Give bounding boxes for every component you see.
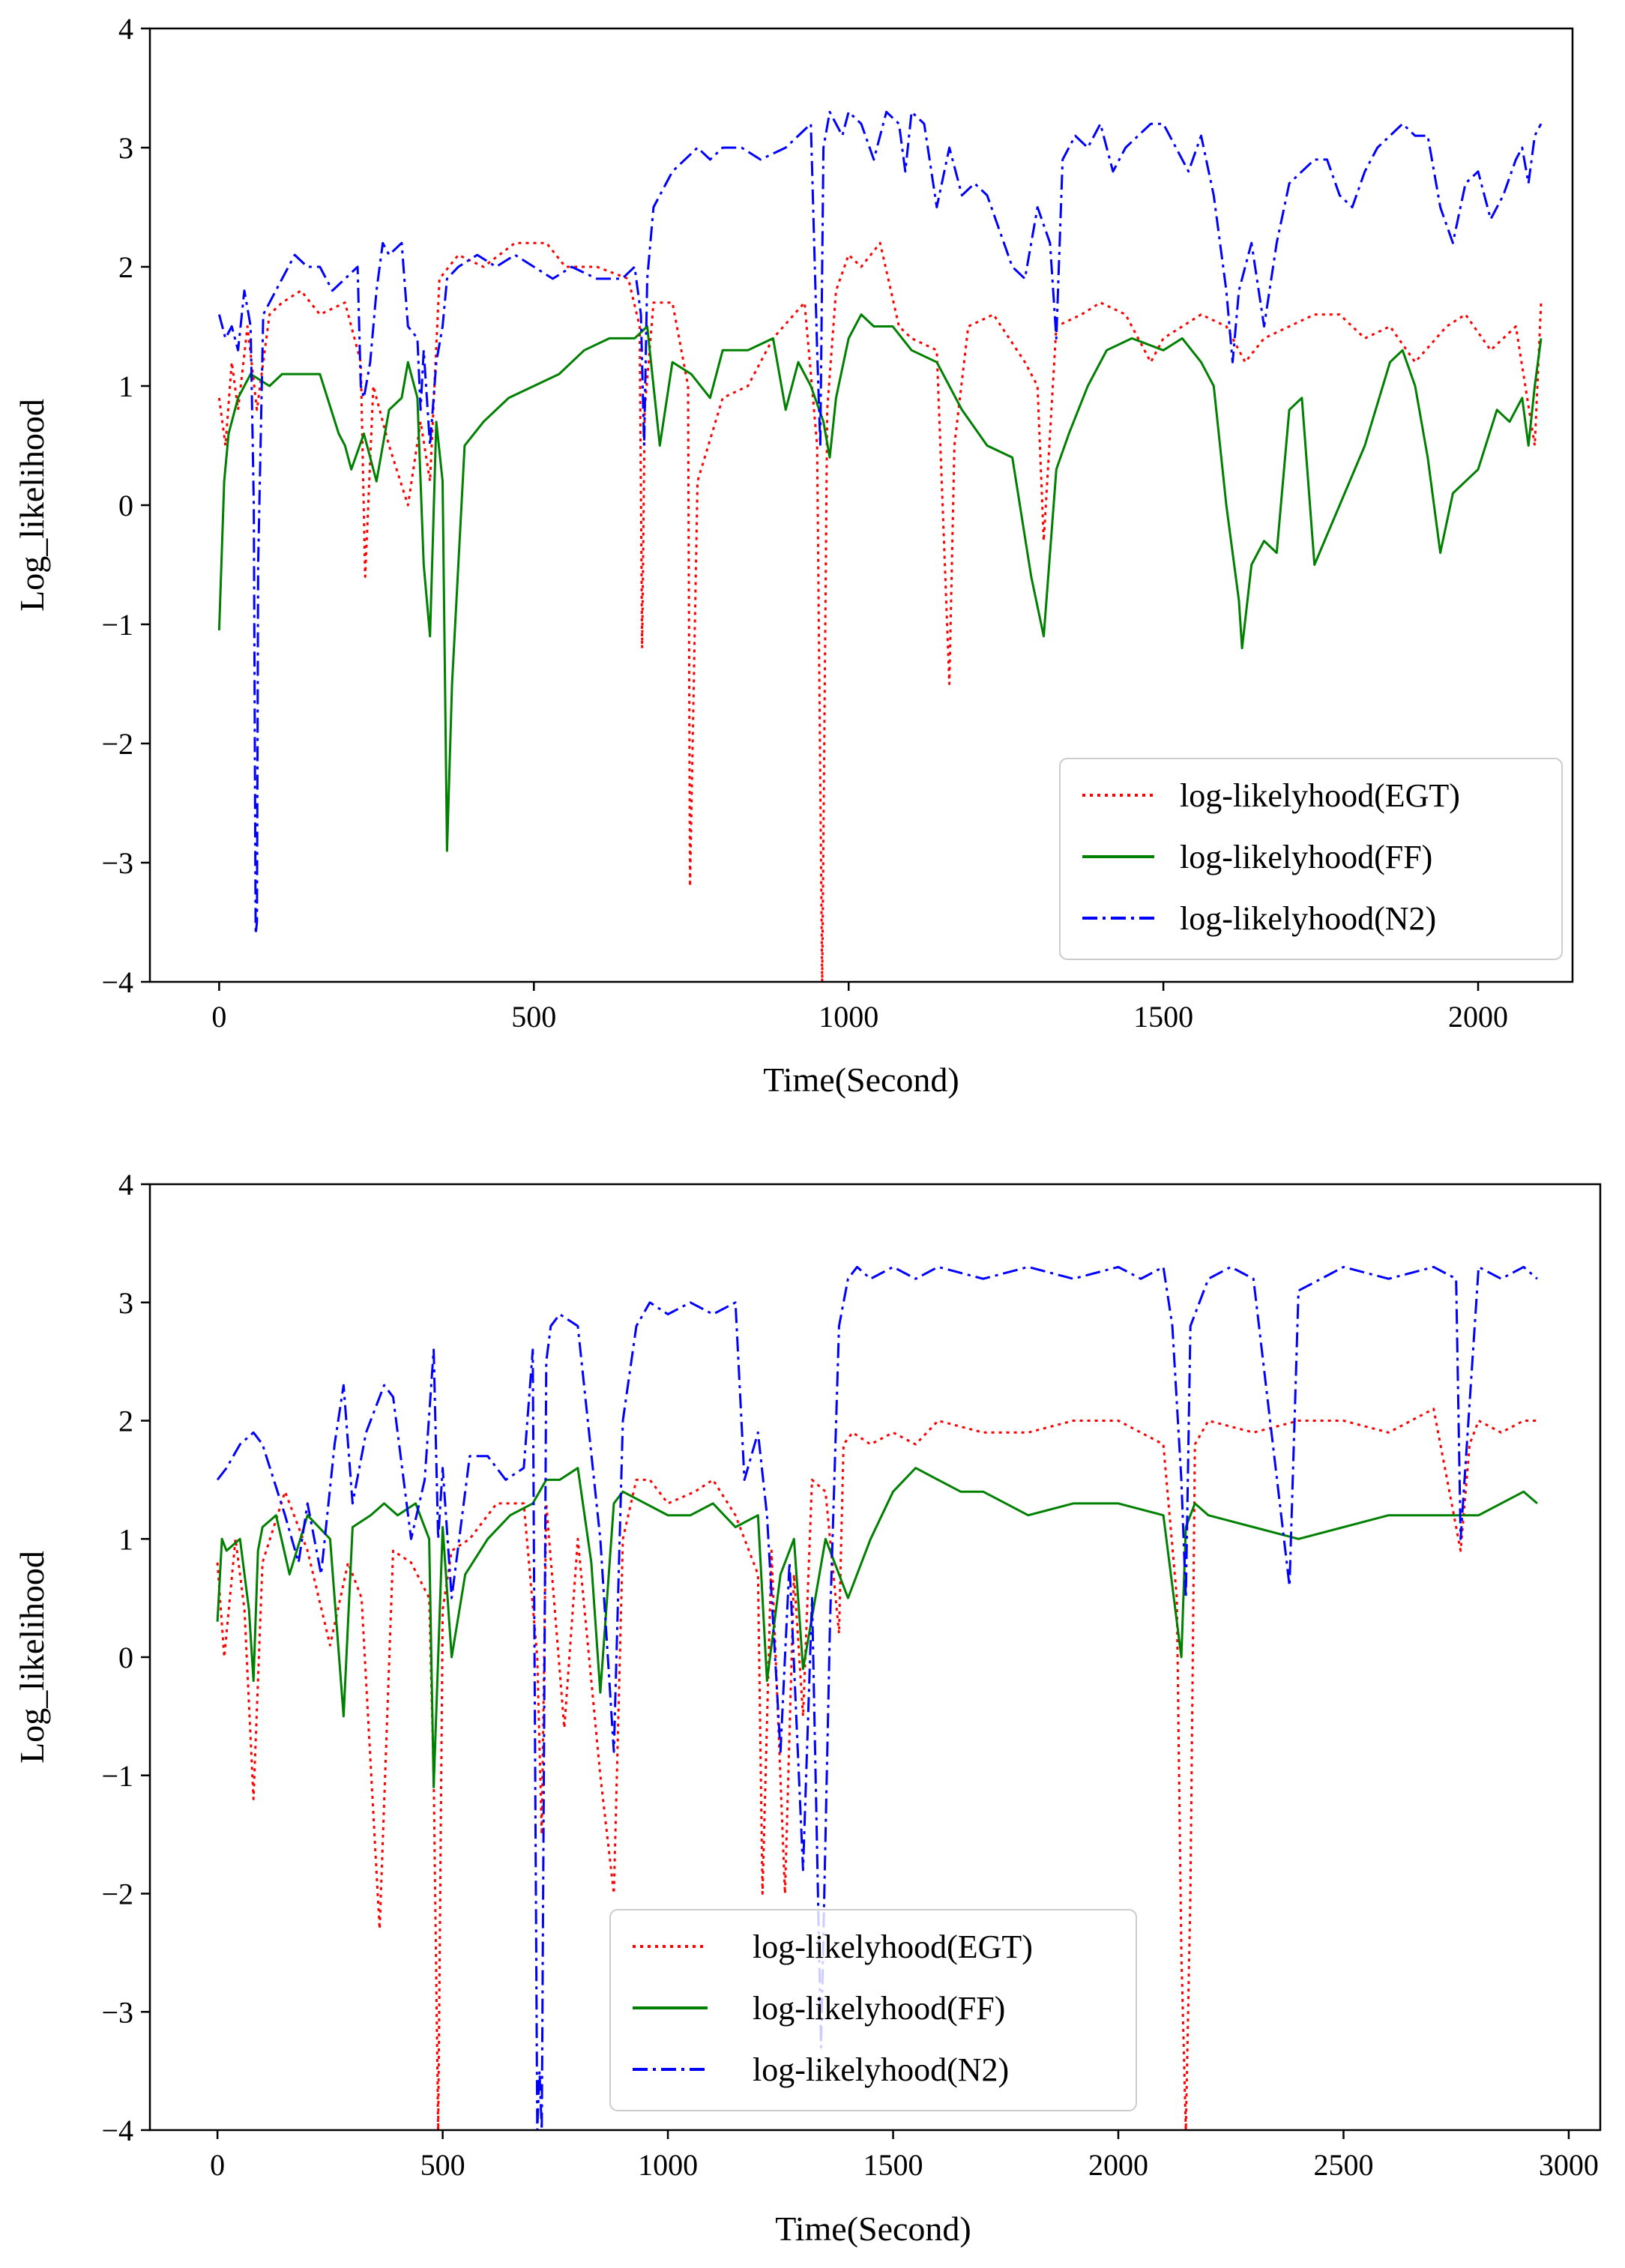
bottom-chart-series-egt-line <box>216 1408 1537 2130</box>
top-chart-y-tick-label: 3 <box>118 131 133 165</box>
top-chart-legend-frame <box>1059 758 1563 960</box>
bottom-chart-x-tick-label: 1500 <box>863 2148 923 2182</box>
top-chart-legend-n2-label: log-likelyhood(N2) <box>1180 900 1436 937</box>
top-chart-legend-egt-label: log-likelyhood(EGT) <box>1180 777 1460 814</box>
bottom-chart-y-axis-title: Log_likelihood <box>13 1551 51 1764</box>
bottom-chart-x-tick-label: 0 <box>210 2148 225 2182</box>
bottom-chart-legend: log-likelyhood(EGT) log-likelyhood(FF) l… <box>609 1909 1137 2111</box>
top-chart-y-tick-label: −4 <box>101 965 133 999</box>
bottom-chart-y-tick-label: 2 <box>118 1405 133 1438</box>
top-chart-x-tick-label: 2000 <box>1448 1000 1508 1034</box>
top-chart-y-tick-label: 1 <box>118 370 133 403</box>
bottom-chart-legend-frame <box>609 1909 1137 2111</box>
top-chart: 0 500 1000 1500 2000 −4 −3 −2 −1 0 1 2 3 4 Time(Secon… <box>13 12 1574 1099</box>
top-chart-y-tick-label: −3 <box>101 846 133 880</box>
top-chart-x-tick-label: 0 <box>211 1000 226 1034</box>
bottom-chart-series <box>216 1265 1538 2130</box>
bottom-chart-y-tick-label: −4 <box>101 2114 133 2147</box>
top-chart-ticks: 0 500 1000 1500 2000 −4 −3 −2 −1 0 1 2 3 4 <box>101 12 1508 1034</box>
top-chart-x-tick-label: 500 <box>511 1000 556 1034</box>
bottom-chart-y-tick-label: −1 <box>101 1759 133 1793</box>
top-chart-y-tick-label: 2 <box>118 250 133 284</box>
top-chart-y-tick-label: −1 <box>101 608 133 642</box>
bottom-chart-legend-n2-label: log-likelyhood(N2) <box>753 2051 1009 2088</box>
bottom-chart-y-tick-label: 1 <box>118 1522 133 1556</box>
bottom-chart-y-tick-label: −3 <box>101 1995 133 2029</box>
top-chart-legend-ff-label: log-likelyhood(FF) <box>1180 839 1432 875</box>
top-chart-x-tick-label: 1000 <box>818 1000 878 1034</box>
bottom-chart-ticks: 0 500 1000 1500 2000 2500 3000 −4 −3 −2 −1 0 1 2 3 4 <box>101 1168 1598 2182</box>
bottom-chart-y-tick-label: 0 <box>118 1641 133 1674</box>
top-chart-y-tick-label: −2 <box>101 727 133 761</box>
top-chart-y-tick-label: 4 <box>118 12 133 46</box>
top-chart-series-n2-line <box>217 110 1543 935</box>
top-chart-x-axis-title: Time(Second) <box>763 1061 959 1099</box>
bottom-chart-x-axis-title: Time(Second) <box>775 2210 971 2248</box>
top-chart-series-ff-line <box>217 313 1543 852</box>
bottom-chart-x-tick-label: 3000 <box>1539 2148 1599 2182</box>
top-chart-x-tick-label: 1500 <box>1133 1000 1193 1034</box>
bottom-chart-x-tick-label: 500 <box>420 2148 465 2182</box>
bottom-chart-y-tick-label: 4 <box>118 1168 133 1201</box>
bottom-chart-y-tick-label: −2 <box>101 1878 133 1911</box>
bottom-chart-legend-ff-label: log-likelyhood(FF) <box>753 1990 1005 2027</box>
bottom-chart-y-tick-label: 3 <box>118 1286 133 1320</box>
bottom-chart-x-tick-label: 2500 <box>1313 2148 1373 2182</box>
bottom-chart-series-n2-line <box>216 1265 1538 2130</box>
top-chart-series <box>217 110 1543 982</box>
bottom-chart-x-tick-label: 2000 <box>1088 2148 1148 2182</box>
bottom-chart-legend-egt-label: log-likelyhood(EGT) <box>753 1928 1033 1965</box>
bottom-chart-x-tick-label: 1000 <box>638 2148 698 2182</box>
bottom-chart-series-ff-line <box>216 1467 1538 1788</box>
top-chart-y-axis-title: Log_likelihood <box>13 399 51 612</box>
top-chart-y-tick-label: 0 <box>118 489 133 522</box>
top-chart-legend: log-likelyhood(EGT) log-likelyhood(FF) l… <box>1059 758 1563 960</box>
bottom-chart: 0 500 1000 1500 2000 2500 3000 −4 −3 −2 −1 0 1 2 3 4 Ti… <box>13 1168 1602 2248</box>
